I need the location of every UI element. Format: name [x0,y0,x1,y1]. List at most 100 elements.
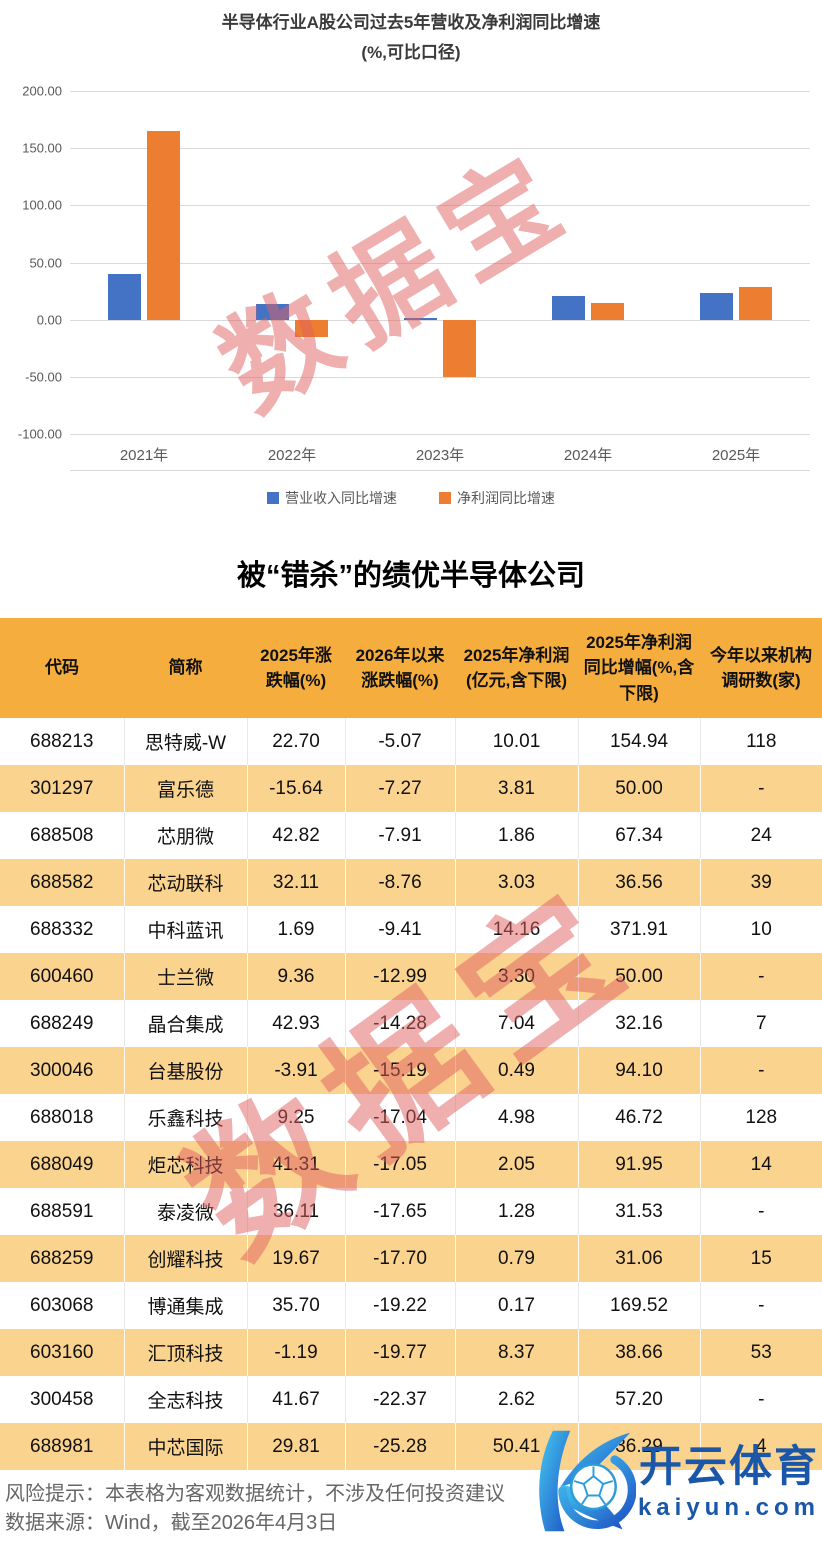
column-header: 今年以来机构调研数(家) [710,645,812,691]
plot-area: 200.00 150.00 100.00 50.00 0.00 -50.00 -100.00… [0,0,822,520]
axis-baseline [70,470,810,471]
column-header: 2026年以来涨跌幅(%) [355,645,445,691]
table-row: 688582 芯动联科 32.11 -8.76 3.03 36.56 39 [0,859,822,906]
table-cell: 晶合集成 [124,1000,248,1047]
table-cell: 10.01 [455,718,579,765]
table-cell: -19.22 [345,1282,456,1329]
table-cell: 3.30 [455,953,579,1000]
y-axis-tick: 0.00 [36,312,62,328]
kaiyun-logo[interactable]: 开云体育 kaiyun.com [520,1425,820,1542]
table-cell: 67.34 [578,812,701,859]
table-cell: -25.28 [345,1423,456,1470]
table-cell: - [758,1294,765,1316]
legend-item-revenue: 营业收入同比增速 [267,488,397,508]
table-row: 300458 全志科技 41.67 -22.37 2.62 57.20 - [0,1376,822,1423]
table-row: 603068 博通集成 35.70 -19.22 0.17 169.52 - [0,1282,822,1329]
y-axis-tick: 50.00 [29,255,62,270]
table-cell: -12.99 [345,953,456,1000]
gridline [70,319,810,321]
table-cell: 688508 [0,812,125,859]
table-row: 300046 台基股份 -3.91 -15.19 0.49 94.10 - [0,1047,822,1094]
logo-brand-text: 开云体育 [638,1443,819,1492]
legend-swatch-revenue-icon [267,492,279,504]
table-cell: 2.05 [455,1141,579,1188]
table-cell: 300046 [0,1047,125,1094]
y-axis-tick: -100.00 [17,426,62,442]
table-cell: -9.41 [345,906,456,953]
gridline [70,205,810,207]
table-cell: 4.98 [455,1094,579,1141]
table-cell: - [758,1059,765,1081]
table-cell: 94.10 [578,1047,701,1094]
table-cell: - [758,1388,765,1410]
table-cell: -8.76 [345,859,456,906]
table-cell: 53 [750,1341,772,1363]
table-row: 301297 富乐德 -15.64 -7.27 3.81 50.00 - [0,765,822,812]
table-cell: 22.70 [247,718,346,765]
table-cell: -5.07 [345,718,456,765]
table-cell: 42.82 [247,812,346,859]
table-cell: 35.70 [247,1282,346,1329]
table-row: 688508 芯朋微 42.82 -7.91 1.86 67.34 24 [0,812,822,859]
table-cell: -17.65 [345,1188,456,1235]
table-cell: 3.81 [455,765,579,812]
table-cell: -14.28 [345,1000,456,1047]
table-cell: 42.93 [247,1000,346,1047]
x-axis-label: 2024年 [563,447,613,464]
table-cell: 603068 [0,1282,125,1329]
table-cell: 中科蓝讯 [124,906,248,953]
table-cell: 128 [745,1106,778,1128]
chart-title: 半导体行业A股公司过去5年营收及净利润同比增速 [221,13,601,32]
column-header: 2025年涨跌幅(%) [260,645,332,691]
gridline [70,434,810,435]
table-cell: 688582 [0,859,125,906]
table-cell: 全志科技 [124,1376,248,1423]
table-cell: -1.19 [247,1329,346,1376]
legend-label-revenue: 营业收入同比增速 [285,490,397,506]
table-row: 688018 乐鑫科技 9.25 -17.04 4.98 46.72 128 [0,1094,822,1141]
gridline [70,91,810,92]
table-cell: 31.06 [578,1235,701,1282]
table-cell: 10 [750,918,772,940]
table-cell: 36.11 [247,1188,346,1235]
table-cell: 50.00 [578,953,701,1000]
table-row: 688249 晶合集成 42.93 -14.28 7.04 32.16 7 [0,1000,822,1047]
table-cell: 富乐德 [124,765,248,812]
table-row: 688259 创耀科技 19.67 -17.70 0.79 31.06 15 [0,1235,822,1282]
table-cell: 0.49 [455,1047,579,1094]
table-cell: 芯朋微 [124,812,248,859]
table-cell: -15.19 [345,1047,456,1094]
gridline [70,148,810,150]
table-cell: 3.03 [455,859,579,906]
legend-label-profit: 净利润同比增速 [457,490,555,506]
table-cell: 688018 [0,1094,125,1141]
kaiyun-k-ball-icon [520,1425,637,1542]
table-cell: - [758,1200,765,1222]
y-axis-tick: -50.00 [25,369,62,385]
chart-bar [443,319,476,377]
table-cell: 0.79 [455,1235,579,1282]
table-cell: 29.81 [247,1423,346,1470]
table-cell: 301297 [0,765,125,812]
table-cell: 688259 [0,1235,125,1282]
column-header: 简称 [168,658,203,678]
table-cell: 创耀科技 [124,1235,248,1282]
table-cell: 1.86 [455,812,579,859]
table-cell: 7.04 [455,1000,579,1047]
table-cell: -17.04 [345,1094,456,1141]
table-cell: 31.53 [578,1188,701,1235]
chart-bar [108,273,141,320]
table-cell: 32.16 [578,1000,701,1047]
table-cell: 688981 [0,1423,125,1470]
table-cell: 泰凌微 [124,1188,248,1235]
table-header-row: 代码 简称 2025年涨跌幅(%) 2026年以来涨跌幅(%) 2025年净利润(亿元,… [0,618,822,718]
table-cell: 371.91 [578,906,701,953]
table-cell: 300458 [0,1376,125,1423]
table-row: 688213 思特威-W 22.70 -5.07 10.01 154.94 118 [0,718,822,765]
x-axis-label: 2022年 [267,447,317,464]
table-cell: 0.17 [455,1282,579,1329]
table-cell: 1.69 [247,906,346,953]
table-row: 688591 泰凌微 36.11 -17.65 1.28 31.53 - [0,1188,822,1235]
chart-legend: 营业收入同比增速 净利润同比增速 [0,488,822,508]
table-cell: 博通集成 [124,1282,248,1329]
